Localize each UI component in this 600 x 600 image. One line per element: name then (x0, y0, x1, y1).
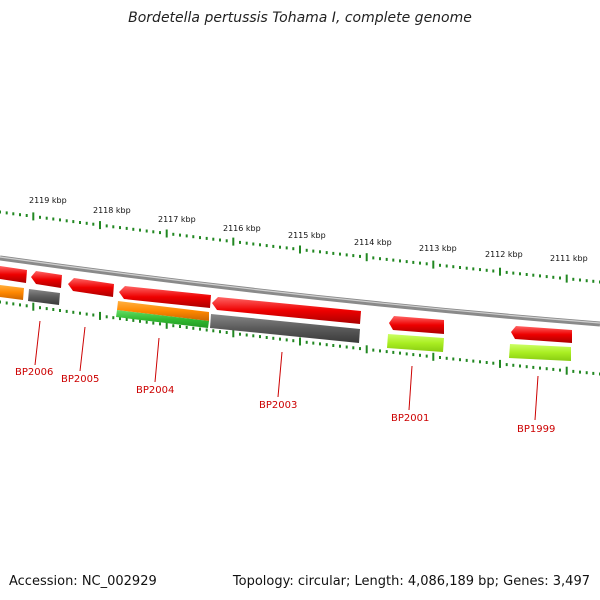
gene-label-leader (79, 326, 86, 372)
gene-arrow[interactable] (389, 316, 444, 334)
cog-bar-green[interactable] (116, 310, 209, 328)
cog-bar-lime[interactable] (509, 344, 571, 361)
gene-label-leader (408, 365, 413, 411)
gene-label-leader (154, 337, 160, 383)
kbp-label-2116: 2116 kbp (223, 224, 261, 233)
gene-arrow[interactable] (31, 271, 62, 288)
cog-category-bars (0, 285, 571, 361)
gene-label-bp2005[interactable]: BP2005 (61, 374, 99, 385)
gene-label-bp2001[interactable]: BP2001 (391, 413, 429, 424)
gene-arrow[interactable] (212, 297, 361, 324)
outer-tick-row (0, 210, 600, 284)
genome-summary-text: Topology: circular; Length: 4,086,189 bp… (232, 574, 590, 589)
gene-label-bp1999[interactable]: BP1999 (517, 424, 555, 435)
forward-strand-genes (0, 266, 572, 343)
cog-bar-lime[interactable] (387, 334, 444, 352)
kbp-label-2119: 2119 kbp (29, 196, 67, 205)
kbp-label-2117: 2117 kbp (158, 215, 196, 224)
gene-arrow[interactable] (511, 326, 572, 343)
gene-arrow[interactable] (68, 278, 114, 297)
kbp-label-2113: 2113 kbp (419, 244, 457, 253)
cog-bar-orange[interactable] (0, 285, 24, 300)
cog-bar-gray[interactable] (210, 314, 360, 343)
map-title: Bordetella pertussis Tohama I, complete … (128, 10, 472, 26)
gene-label-leader (534, 375, 539, 421)
kbp-label-2118: 2118 kbp (93, 206, 131, 215)
gene-label-bp2006[interactable]: BP2006 (15, 367, 53, 378)
kbp-label-2114: 2114 kbp (354, 238, 392, 247)
accession-text: Accession: NC_002929 (9, 574, 157, 589)
kbp-label-2112: 2112 kbp (485, 250, 523, 259)
gene-label-leader (277, 351, 283, 398)
cog-bar-orange[interactable] (117, 301, 209, 321)
gene-label-bp2003[interactable]: BP2003 (259, 400, 297, 411)
kbp-label-2111: 2111 kbp (550, 254, 588, 263)
gene-arrow[interactable] (0, 266, 27, 283)
gene-arrow[interactable] (119, 286, 211, 308)
gene-label-leader (34, 320, 41, 366)
kbp-label-2115: 2115 kbp (288, 231, 326, 240)
genome-backbone (0, 255, 600, 327)
genome-backbone-highlight (0, 256, 600, 324)
inner-tick-row (0, 300, 600, 376)
cog-bar-gray[interactable] (28, 289, 60, 305)
gene-label-bp2004[interactable]: BP2004 (136, 385, 174, 396)
